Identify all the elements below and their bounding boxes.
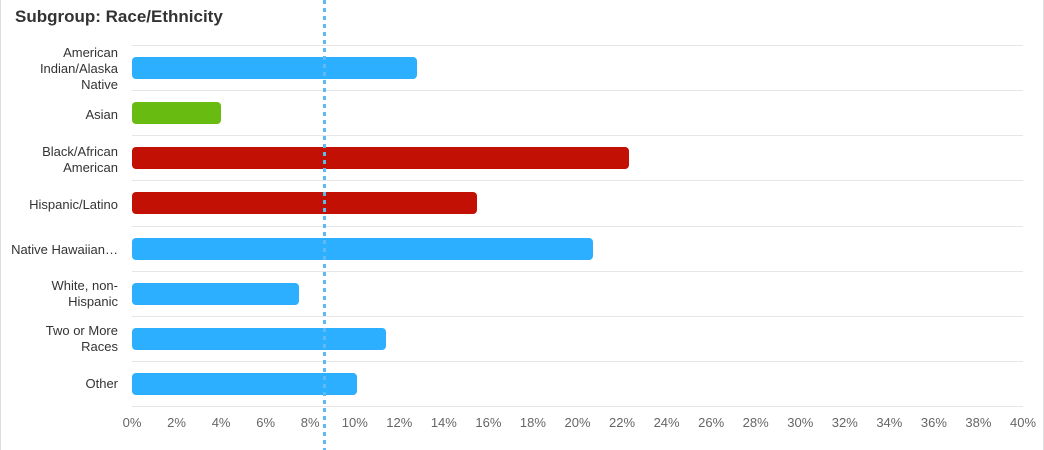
plot-row [132,362,1023,407]
bar-native-hawaiian[interactable] [132,237,594,260]
category-label-line: Native Hawaiian… [11,241,118,257]
plot-row [132,46,1023,92]
category-label: Black/African American [1,138,118,183]
plot-row [132,227,1023,272]
x-tick-label: 20% [564,415,591,430]
category-label-line: Asian [85,107,118,123]
category-label-line: Races [81,338,118,354]
x-tick-label: 40% [1009,415,1037,430]
bar-two-or-more-races[interactable] [132,327,386,350]
x-tick-label: 28% [742,415,769,430]
x-tick-label: 24% [653,415,680,430]
category-axis-labels: American Indian/Alaska Native Asian Black/Af… [1,45,118,406]
category-label: Asian [1,93,118,138]
category-label: Native Hawaiian… [1,227,118,272]
category-label: White, non- Hispanic [1,272,118,317]
category-label-line: Hispanic [68,294,118,310]
bar-white-non-hispanic[interactable] [132,282,300,305]
reference-line [322,0,326,450]
category-label-line: Native [81,77,118,92]
value-axis: 0% 2% 4% 6% 8% 10% 12% 14% 16% 18% 20% 22% 24% 26% 28%… [123,413,1036,435]
category-label-line: White, non- [51,278,118,294]
x-tick-label: 10% [341,415,368,430]
category-label-line: Hispanic/Latino [29,196,118,212]
category-label: Other [1,361,118,406]
x-tick-label: 2% [167,415,186,430]
chart-title: Subgroup: Race/Ethnicity [15,7,223,26]
category-label-line: Black/African [42,144,118,160]
bar-american-indian-alaska-native[interactable] [132,57,418,80]
category-label-line: Other [85,375,118,391]
bar-black-african-american[interactable] [132,147,629,170]
category-label: Hispanic/Latino [1,182,118,227]
x-tick-label: 4% [211,415,231,430]
x-tick-label: 14% [430,415,457,430]
x-tick-label: 12% [386,415,413,430]
x-tick-label: 0% [122,415,142,430]
category-label-line: Two or More [45,322,118,338]
plot-row [132,317,1023,362]
plot-row [132,272,1023,317]
x-tick-label: 30% [787,415,814,430]
x-tick-label: 26% [698,415,725,430]
category-label: Two or More Races [1,317,118,362]
category-label-line: American [63,160,118,176]
plot-row [132,181,1023,227]
category-label-line: Indian/Alaska [39,61,118,76]
x-tick-label: 34% [876,415,903,430]
plot-row [132,91,1023,137]
plot-row [132,136,1023,182]
category-label: American Indian/Alaska Native [1,45,118,93]
bar-other[interactable] [132,372,357,395]
x-tick-label: 36% [920,415,947,430]
x-tick-label: 16% [475,415,502,430]
category-label-line: American [63,45,118,60]
x-tick-label: 32% [831,415,858,430]
bar-asian[interactable] [132,102,222,125]
x-tick-label: 22% [609,415,636,430]
x-tick-label: 8% [300,415,320,430]
x-tick-label: 38% [965,415,992,430]
x-tick-label: 6% [256,415,276,430]
x-tick-label: 18% [519,415,546,430]
bar-hispanic-latino[interactable] [132,192,478,215]
plot-area [132,45,1023,407]
